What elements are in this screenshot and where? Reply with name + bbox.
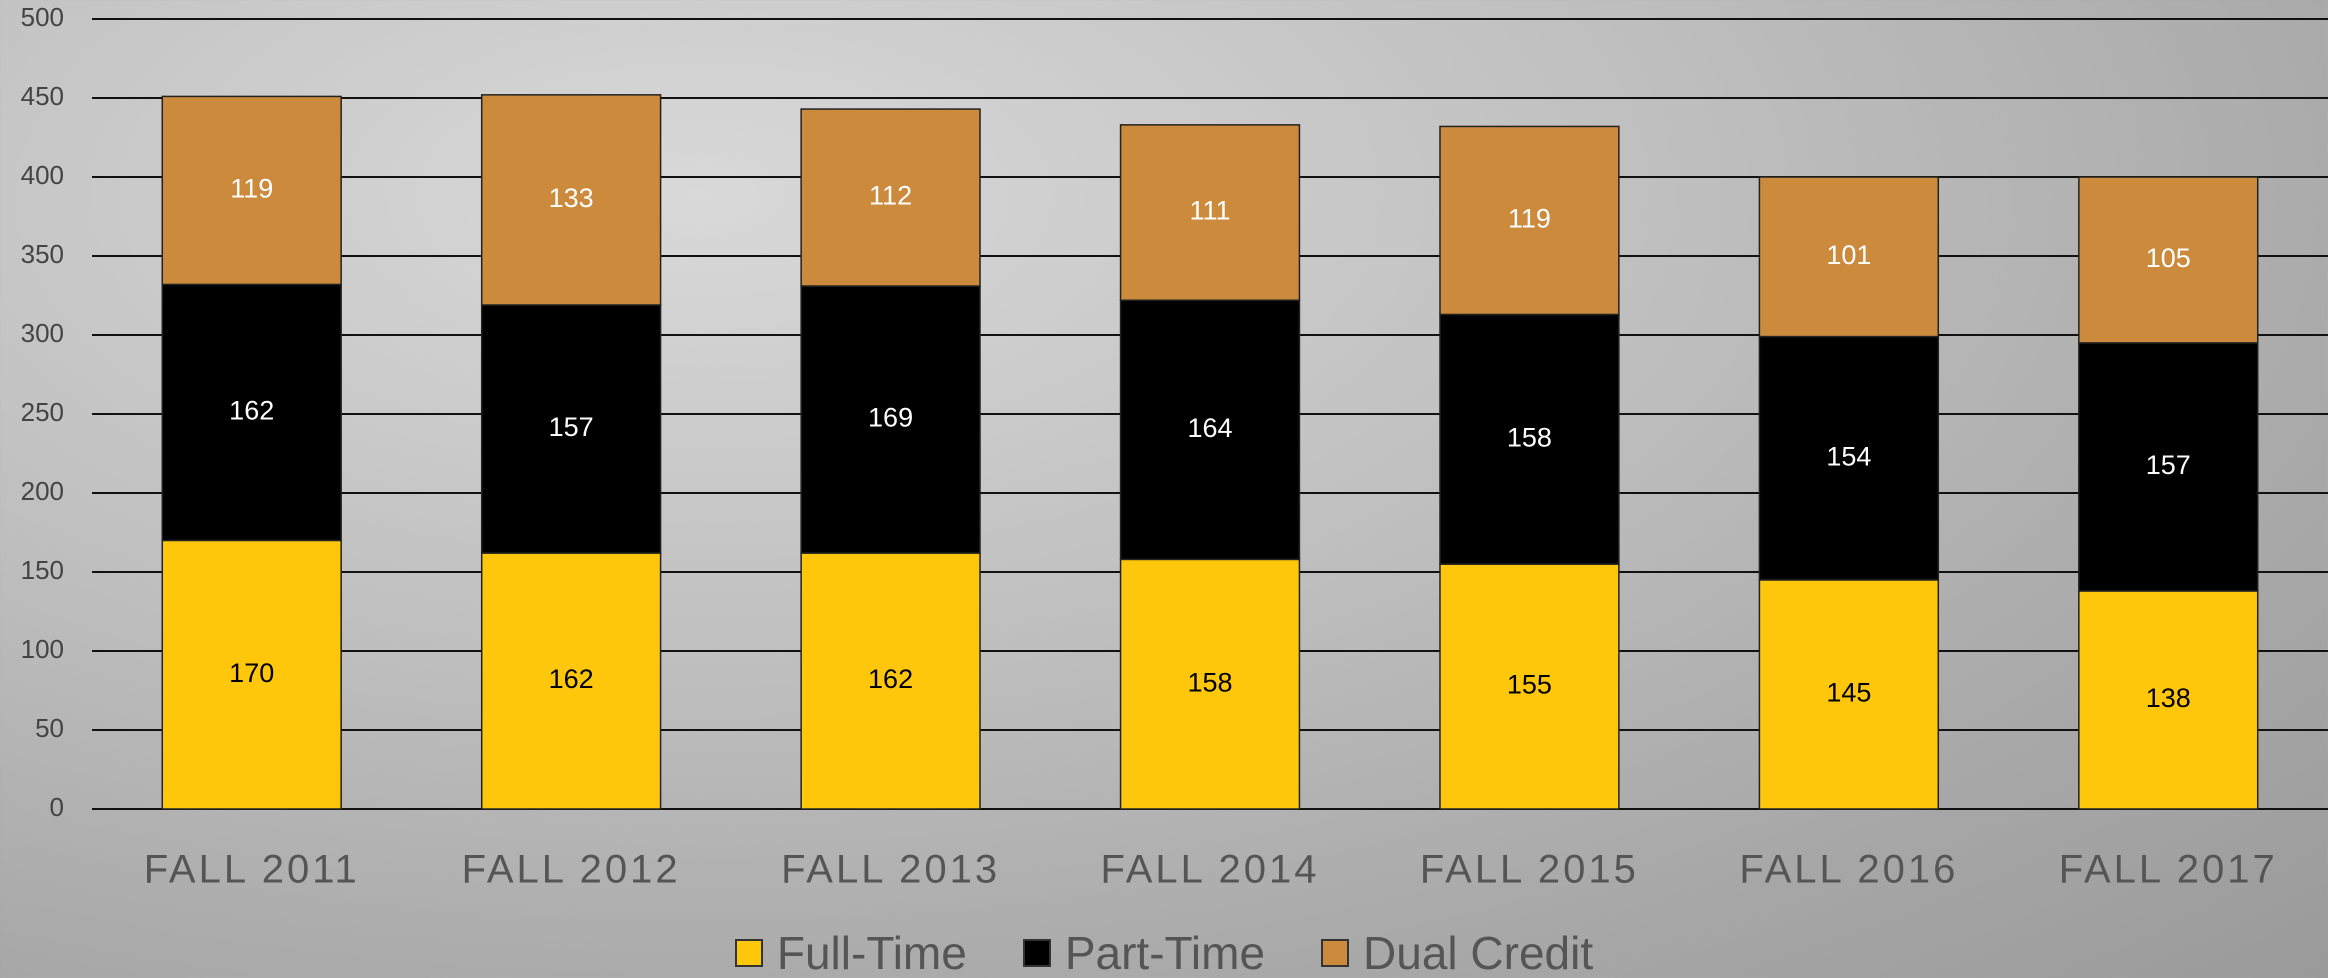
x-tick-label: FALL 2017	[2059, 848, 2278, 892]
value-label: 145	[1826, 678, 1871, 708]
value-label: 157	[549, 412, 594, 442]
bar-segment	[2078, 590, 2259, 810]
value-label: 158	[1187, 667, 1232, 697]
legend-label: Full-Time	[776, 927, 967, 978]
y-tick-label: 300	[21, 318, 64, 348]
bar-segment	[1758, 579, 1940, 810]
value-label: 162	[868, 664, 913, 694]
bar-segment	[1439, 313, 1620, 565]
y-tick-label: 50	[35, 713, 64, 743]
value-label: 170	[229, 658, 274, 688]
bar-segment	[2078, 176, 2259, 344]
value-label: 119	[1508, 204, 1551, 234]
value-label: 133	[549, 183, 594, 213]
value-label: 138	[2146, 683, 2191, 713]
value-label: 162	[549, 664, 594, 694]
value-label: 155	[1507, 670, 1552, 700]
bar-segment	[800, 108, 981, 287]
legend-item: Part-Time	[1022, 926, 1266, 978]
bar-segment	[2078, 342, 2259, 592]
value-label: 112	[869, 181, 912, 211]
value-label: 119	[230, 174, 273, 204]
bar-segment	[1439, 125, 1620, 316]
y-tick-label: 150	[21, 555, 64, 585]
x-tick-label: FALL 2014	[1100, 848, 1319, 892]
legend-item: Dual Credit	[1321, 926, 1593, 978]
bar-segment	[1119, 299, 1301, 561]
bar-segment	[480, 304, 662, 554]
value-label: 158	[1507, 422, 1552, 452]
bar-segment	[1119, 558, 1301, 810]
y-tick-label: 400	[21, 160, 64, 190]
bar-segment	[480, 552, 662, 810]
bar-segment	[1758, 176, 1940, 338]
value-label: 105	[2146, 243, 2191, 273]
x-tick-label: FALL 2012	[462, 848, 681, 892]
bar-segment	[1119, 124, 1301, 301]
legend-label: Dual Credit	[1363, 927, 1594, 978]
value-label: 111	[1189, 196, 1230, 226]
value-label: 169	[868, 403, 913, 433]
value-label: 164	[1187, 413, 1232, 443]
x-tick-label: FALL 2013	[781, 848, 1000, 892]
y-tick-label: 500	[21, 2, 64, 32]
legend-swatch	[1022, 939, 1051, 967]
bar-segment	[1439, 563, 1620, 810]
legend-label: Part-Time	[1064, 927, 1266, 978]
value-label: 157	[2146, 450, 2191, 480]
bar-segment	[161, 283, 342, 542]
y-tick-label: 350	[21, 239, 64, 269]
y-tick-label: 250	[21, 397, 64, 427]
legend-item: Full-Time	[734, 926, 967, 978]
x-tick-label: FALL 2015	[1420, 848, 1639, 892]
bar-segment	[161, 539, 342, 810]
y-tick-label: 0	[50, 792, 64, 822]
bar-segment	[800, 552, 981, 810]
y-tick-label: 200	[21, 476, 64, 506]
value-label: 162	[229, 396, 274, 426]
y-tick-label: 450	[21, 81, 64, 111]
legend: Full-Time Part-Time Dual Credit	[0, 926, 2328, 978]
bar-segment	[1758, 335, 1940, 581]
value-label: 154	[1826, 441, 1871, 471]
x-tick-label: FALL 2016	[1739, 848, 1958, 892]
x-tick-label: FALL 2011	[144, 848, 360, 892]
bar-segment	[480, 94, 662, 306]
legend-swatch	[1321, 939, 1350, 967]
bar-segment	[800, 285, 981, 554]
y-tick-label: 100	[21, 634, 64, 664]
value-label: 101	[1826, 240, 1871, 270]
legend-swatch	[734, 939, 763, 967]
bar-segment	[161, 95, 342, 286]
